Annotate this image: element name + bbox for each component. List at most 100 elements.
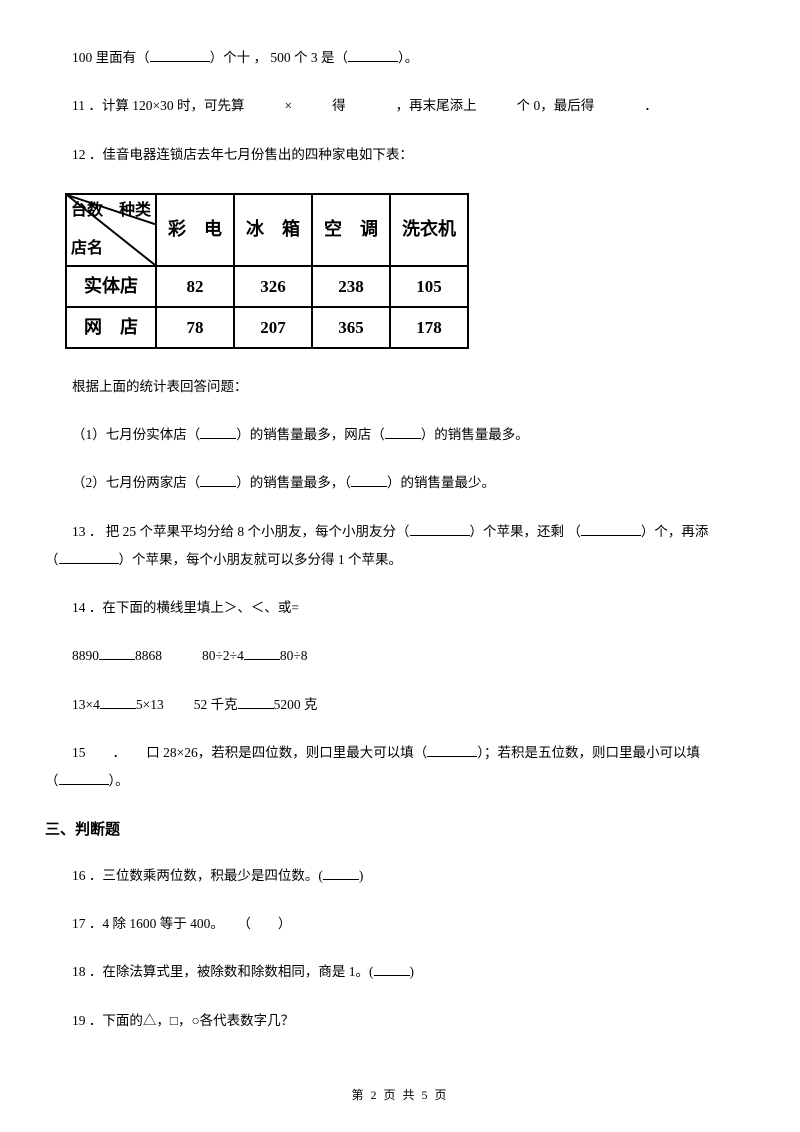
- blank: [374, 963, 410, 977]
- text: 13×4: [72, 697, 100, 712]
- q14-lead: 14 ．在下面的横线里填上＞、＜、或=: [45, 598, 755, 618]
- q11: 11 ．计算 120×30 时，可先算 × 得 ，再末尾添上 个 0，最后得 ．: [45, 96, 755, 116]
- appliance-table: 台数 种类 店名 彩 电 冰 箱 空 调 洗衣机 实体店 82 326 238 …: [65, 193, 755, 349]
- q14-row2: 13×4 5×13 52 千克 5200 克: [45, 695, 755, 715]
- text: 52 千克: [194, 697, 238, 712]
- diagonal-header: 台数 种类 店名: [66, 194, 156, 266]
- text: （: [45, 773, 59, 788]
- col-header: 空 调: [312, 194, 390, 266]
- text: 5×13: [136, 697, 164, 712]
- blank: [238, 695, 274, 709]
- q16: 16 ．三位数乘两位数，积最少是四位数。(): [45, 866, 755, 886]
- blank: [200, 426, 236, 440]
- table-row: 实体店 82 326 238 105: [66, 266, 468, 307]
- blank: [99, 647, 135, 661]
- blank: [150, 49, 210, 63]
- row-label: 网 店: [66, 307, 156, 348]
- text: 15 ． 口 28×26，若积是四位数，则口里最大可以填（: [72, 745, 427, 760]
- text: 5200 克: [274, 697, 318, 712]
- text: 18 ．在除法算式里，被除数和除数相同，商是 1。(: [72, 964, 374, 979]
- text: ）个苹果，每个小朋友就可以多分得 1 个苹果。: [119, 552, 403, 567]
- blank: [59, 772, 109, 786]
- text: 16 ．三位数乘两位数，积最少是四位数。(: [72, 868, 323, 883]
- table-header-row: 台数 种类 店名 彩 电 冰 箱 空 调 洗衣机: [66, 194, 468, 266]
- table-row: 网 店 78 207 365 178: [66, 307, 468, 348]
- blank: [348, 49, 398, 63]
- blank: [351, 474, 387, 488]
- text: 17 ．4 除 1600 等于 400。 （ ）: [72, 916, 291, 931]
- cell: 326: [234, 266, 312, 307]
- q13: 13 ． 把 25 个苹果平均分给 8 个小朋友，每个小朋友分（ ）个苹果，还剩 …: [45, 522, 755, 542]
- page-footer: 第 2 页 共 5 页: [0, 1086, 800, 1104]
- q18: 18 ．在除法算式里，被除数和除数相同，商是 1。(): [45, 962, 755, 982]
- text: ）个苹果，还剩 （: [470, 524, 581, 539]
- diag-tl: 台数: [71, 199, 103, 223]
- cell: 105: [390, 266, 468, 307]
- blank: [323, 866, 359, 880]
- text: 13 ． 把 25 个苹果平均分给 8 个小朋友，每个小朋友分（: [72, 524, 410, 539]
- text: 11 ．计算 120×30 时，可先算: [72, 98, 245, 113]
- blank: [410, 522, 470, 536]
- q12-s2: （2）七月份两家店（ ）的销售量最多，（ ）的销售量最少。: [45, 473, 755, 493]
- cell: 78: [156, 307, 234, 348]
- text: 8890: [72, 648, 99, 663]
- diag-tr: 种类: [119, 199, 151, 223]
- text: 个 0，最后得: [517, 98, 595, 113]
- q17: 17 ．4 除 1600 等于 400。 （ ）: [45, 914, 755, 934]
- q12-s1: （1）七月份实体店（ ）的销售量最多，网店（ ）的销售量最多。: [45, 425, 755, 445]
- q-pre: 100 里面有（ ）个十 ， 500 个 3 是（ ）。: [45, 48, 755, 68]
- section-3-heading: 三、判断题: [45, 819, 755, 842]
- row-label: 实体店: [66, 266, 156, 307]
- text: ）。: [109, 773, 129, 788]
- text: ): [410, 964, 415, 979]
- col-header: 洗衣机: [390, 194, 468, 266]
- blank: [385, 426, 421, 440]
- text: 100 里面有（: [72, 50, 150, 65]
- text: 80÷8: [280, 648, 308, 663]
- q13-line2: （ ）个苹果，每个小朋友就可以多分得 1 个苹果。: [45, 550, 755, 570]
- text: （2）七月份两家店（: [72, 475, 200, 490]
- text: ）的销售量最少。: [387, 475, 495, 490]
- cell: 238: [312, 266, 390, 307]
- q12-after: 根据上面的统计表回答问题：: [45, 377, 755, 397]
- blank: [100, 695, 136, 709]
- blank: [427, 743, 477, 757]
- text: ．: [644, 98, 658, 113]
- text: 8868: [135, 648, 162, 663]
- cell: 82: [156, 266, 234, 307]
- page-number: 第 2 页 共 5 页: [351, 1088, 448, 1102]
- q19: 19 ．下面的△，□，○各代表数字几？: [45, 1011, 755, 1031]
- text: 12 ．佳音电器连锁店去年七月份售出的四种家电如下表：: [72, 147, 413, 162]
- cell: 178: [390, 307, 468, 348]
- col-header: 彩 电: [156, 194, 234, 266]
- text: ）个，再添: [641, 524, 709, 539]
- q15-line2: （ ）。: [45, 771, 755, 791]
- text: ）的销售量最多，（: [236, 475, 351, 490]
- cell: 207: [234, 307, 312, 348]
- text: ）的销售量最多。: [421, 427, 529, 442]
- text: ，再末尾添上: [396, 98, 477, 113]
- q15: 15 ． 口 28×26，若积是四位数，则口里最大可以填（ ）；若积是五位数，则口…: [45, 743, 755, 763]
- text: ): [359, 868, 364, 883]
- diag-bl: 店名: [71, 237, 103, 261]
- text: ）个十 ， 500 个 3 是（: [210, 50, 348, 65]
- blank: [200, 474, 236, 488]
- blank: [59, 550, 119, 564]
- blank: [244, 647, 280, 661]
- text: （: [45, 552, 59, 567]
- text: ×: [285, 98, 293, 113]
- blank: [581, 522, 641, 536]
- col-header: 冰 箱: [234, 194, 312, 266]
- text: 80÷2÷4: [202, 648, 244, 663]
- text: ）的销售量最多，网店（: [236, 427, 385, 442]
- text: ）。: [398, 50, 418, 65]
- q14-row1: 8890 8868 80÷2÷4 80÷8: [45, 646, 755, 666]
- text: 根据上面的统计表回答问题：: [72, 379, 248, 394]
- text: 得: [332, 98, 346, 113]
- cell: 365: [312, 307, 390, 348]
- text: 14 ．在下面的横线里填上＞、＜、或=: [72, 600, 299, 615]
- text: 19 ．下面的△，□，○各代表数字几？: [72, 1013, 294, 1028]
- text: ）；若积是五位数，则口里最小可以填: [477, 745, 700, 760]
- text: （1）七月份实体店（: [72, 427, 200, 442]
- q12-lead: 12 ．佳音电器连锁店去年七月份售出的四种家电如下表：: [45, 145, 755, 165]
